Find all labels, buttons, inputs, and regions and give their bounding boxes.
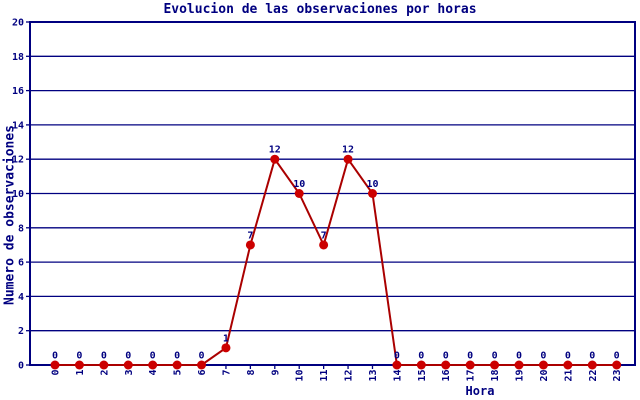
data-point (221, 343, 231, 353)
y-tick-label: 12 (12, 155, 24, 166)
data-point (270, 154, 280, 164)
point-value-label: 0 (125, 351, 131, 362)
point-value-label: 0 (492, 351, 498, 362)
data-point (367, 189, 377, 198)
x-tick-label: 14 (392, 370, 403, 382)
x-tick-label: 22 (588, 370, 599, 382)
data-point (172, 360, 182, 370)
point-value-label: 0 (443, 351, 449, 362)
x-tick-label: 7 (221, 370, 232, 376)
x-tick-label: 15 (417, 370, 428, 382)
y-tick-label: 4 (18, 292, 24, 303)
x-tick-label: 20 (539, 370, 550, 382)
point-value-label: 0 (614, 351, 620, 362)
x-tick-label: 6 (197, 370, 208, 376)
point-value-label: 12 (269, 145, 281, 156)
point-value-label: 0 (589, 351, 595, 362)
y-tick-label: 16 (12, 86, 24, 97)
data-point (74, 360, 84, 370)
point-value-label: 0 (101, 351, 107, 362)
point-value-label: 0 (174, 351, 180, 362)
x-tick-label: 17 (466, 370, 477, 382)
data-point (148, 360, 158, 370)
data-point (50, 360, 60, 370)
x-tick-label: 9 (270, 370, 281, 376)
x-tick-label: 12 (344, 370, 355, 382)
x-tick-label: 4 (148, 370, 159, 376)
y-tick-label: 10 (12, 189, 24, 200)
data-point (294, 189, 304, 198)
point-value-label: 7 (247, 230, 253, 241)
point-value-label: 0 (52, 351, 58, 362)
point-value-label: 1 (223, 333, 229, 344)
y-tick-label: 20 (12, 18, 24, 29)
data-point (197, 360, 207, 370)
y-tick-label: 8 (18, 223, 24, 234)
data-point (99, 360, 109, 370)
data-point (538, 360, 548, 370)
y-tick-label: 14 (12, 120, 24, 131)
x-tick-label: 2 (99, 370, 110, 376)
x-axis-label: Hora (465, 384, 495, 398)
point-value-label: 0 (516, 351, 522, 362)
x-tick-label: 3 (124, 370, 135, 376)
data-point (245, 240, 255, 250)
data-point (441, 360, 451, 370)
point-value-label: 10 (293, 179, 305, 190)
x-tick-label: 5 (173, 370, 184, 376)
x-tick-label: 0 (51, 370, 62, 376)
data-point (319, 240, 329, 250)
chart-title: Evolucion de las observaciones por horas (163, 2, 477, 17)
point-value-label: 7 (321, 230, 327, 241)
data-point (514, 360, 524, 370)
point-value-label: 0 (467, 351, 473, 362)
y-tick-label: 6 (18, 258, 24, 269)
x-tick-label: 8 (246, 370, 257, 376)
data-point (465, 360, 475, 370)
data-point (416, 360, 426, 370)
x-tick-label: 11 (319, 370, 330, 382)
point-value-label: 0 (150, 351, 156, 362)
point-value-label: 0 (76, 351, 82, 362)
x-tick-label: 18 (490, 370, 501, 382)
x-tick-label: 13 (368, 370, 379, 382)
point-value-label: 10 (366, 179, 378, 190)
point-value-label: 12 (342, 145, 354, 156)
x-tick-label: 10 (295, 370, 306, 382)
x-tick-label: 19 (515, 370, 526, 382)
x-tick-label: 23 (612, 370, 623, 382)
data-point (587, 360, 597, 370)
data-point (612, 360, 622, 370)
y-tick-label: 18 (12, 52, 24, 63)
point-value-label: 0 (394, 351, 400, 362)
data-point (490, 360, 500, 370)
point-value-label: 0 (199, 351, 205, 362)
point-value-label: 0 (565, 351, 571, 362)
data-point (392, 360, 402, 370)
point-value-label: 0 (540, 351, 546, 362)
y-tick-label: 0 (18, 361, 24, 372)
data-point (123, 360, 133, 370)
y-tick-label: 2 (18, 326, 24, 337)
x-tick-label: 1 (75, 370, 86, 376)
x-tick-label: 21 (563, 370, 574, 382)
x-tick-label: 16 (441, 370, 452, 382)
data-point (343, 154, 353, 164)
data-point (563, 360, 573, 370)
point-value-label: 0 (418, 351, 424, 362)
